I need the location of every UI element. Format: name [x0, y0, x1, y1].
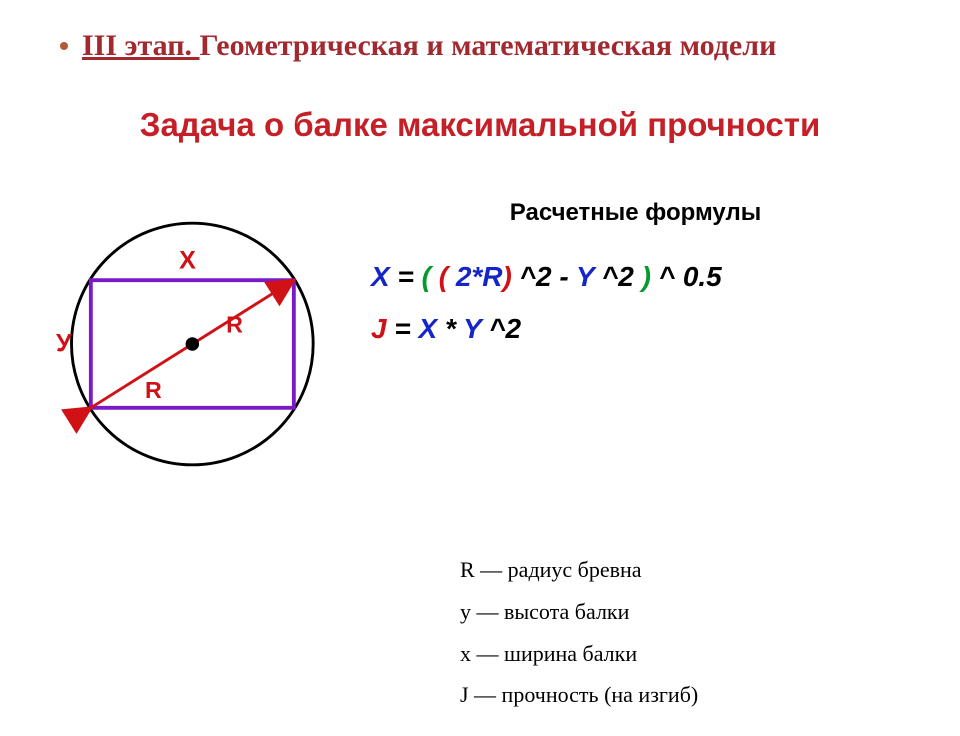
slide-container: III этап. Геометрическая и математическа…: [0, 0, 960, 736]
label-r-upper: R: [226, 311, 243, 337]
legend-line: R — радиус бревна: [460, 549, 900, 591]
legend-line: y — высота балки: [460, 591, 900, 633]
label-r-lower: R: [145, 377, 162, 403]
center-dot: [186, 337, 200, 351]
formula-token: Y: [576, 261, 594, 292]
formula-token: ): [503, 261, 512, 292]
content-row: X У R R Расчетные формулы X = ( ( 2*R) ^…: [60, 199, 900, 489]
formula-token: ^2 -: [512, 261, 576, 292]
formula-j: J = X * Y ^2: [371, 313, 900, 345]
label-x: X: [179, 247, 196, 275]
formula-token: J: [371, 313, 387, 344]
legend-line: J — прочность (на изгиб): [460, 674, 900, 716]
label-y: У: [56, 330, 72, 358]
legend-line: x — ширина балки: [460, 633, 900, 675]
formula-token: Y: [463, 313, 481, 344]
heading-row: III этап. Геометрическая и математическа…: [60, 28, 900, 64]
formula-token: (: [439, 261, 448, 292]
diagram-svg: X У R R: [40, 199, 335, 489]
legend: R — радиус бревнаy — высота балки x — ши…: [460, 549, 900, 716]
formula-token: =: [387, 313, 419, 344]
formula-token: *: [437, 313, 463, 344]
heading-underline: III этап.: [82, 29, 199, 62]
formula-token: X: [419, 313, 438, 344]
formula-x: X = ( ( 2*R) ^2 - Y ^2 ) ^ 0.5: [371, 261, 900, 293]
formula-token: (: [422, 261, 431, 292]
stage-heading: III этап. Геометрическая и математическа…: [82, 28, 776, 64]
formula-token: ^ 0.5: [651, 261, 722, 292]
formulas-heading: Расчетные формулы: [371, 199, 900, 227]
heading-rest: Геометрическая и математическая модели: [199, 29, 776, 62]
formula-token: =: [390, 261, 422, 292]
formulas-column: Расчетные формулы X = ( ( 2*R) ^2 - Y ^2…: [371, 199, 900, 365]
formula-token: X: [371, 261, 390, 292]
problem-title: Задача о балке максимальной прочности: [60, 106, 900, 144]
formula-token: ^2: [481, 313, 521, 344]
formula-token: ): [642, 261, 651, 292]
formula-token: 2*R: [448, 261, 502, 292]
beam-diagram: X У R R: [40, 199, 335, 489]
formula-token: [431, 261, 439, 292]
bullet-icon: [60, 42, 68, 50]
formula-token: ^2: [594, 261, 641, 292]
